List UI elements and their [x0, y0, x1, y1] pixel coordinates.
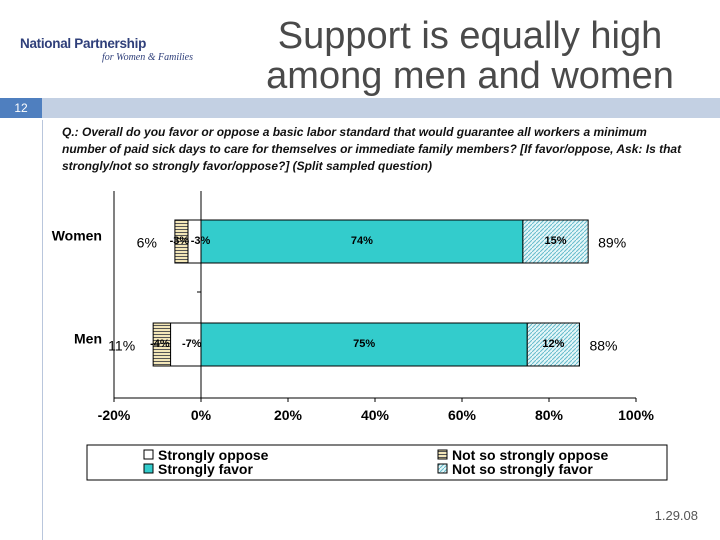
bar-strongly-favor	[200, 322, 528, 367]
segment-label-not-so-strongly-oppose: -4%	[150, 338, 170, 350]
x-tick-label: 20%	[274, 407, 303, 423]
bar-strongly-favor	[200, 219, 524, 264]
segment-label-not-so-strongly-oppose: -3%	[170, 235, 190, 247]
x-tick-label: 60%	[448, 407, 477, 423]
legend-box	[86, 444, 668, 481]
x-tick-label: 40%	[361, 407, 390, 423]
segment-label-strongly-oppose: -7%	[182, 338, 202, 350]
legend-label: Strongly favor	[158, 461, 253, 477]
slide-number-divider	[0, 118, 42, 120]
segment-label-not-so-strongly-favor: 15%	[545, 235, 567, 247]
page-title: Support is equally high among men and wo…	[240, 16, 700, 96]
logo-line-1: National Partnership	[20, 36, 147, 51]
question-text: Q.: Overall do you favor or oppose a bas…	[62, 125, 682, 173]
bar-not-so-strongly-favor	[526, 322, 580, 367]
x-tick-label: 100%	[618, 407, 654, 423]
x-tick-label: -20%	[98, 407, 131, 423]
header-band	[0, 98, 720, 118]
slide-number: 12	[0, 98, 42, 118]
total-oppose-label: 6%	[137, 235, 157, 251]
bar-strongly-oppose	[170, 322, 202, 367]
segment-label-strongly-oppose: -3%	[191, 235, 211, 247]
title-line-1: Support is equally high	[277, 15, 663, 57]
total-oppose-label: 11%	[108, 338, 135, 354]
legend-swatch	[143, 449, 154, 460]
logo: National Partnership for Women & Familie…	[18, 30, 198, 70]
logo-line-2: for Women & Families	[102, 52, 194, 63]
segment-label-strongly-favor: 75%	[353, 338, 375, 350]
legend-swatch	[143, 463, 154, 474]
bar-not-so-strongly-favor	[522, 219, 589, 264]
category-label: Women	[52, 228, 102, 244]
total-favor-label: 88%	[589, 338, 617, 354]
legend-label: Not so strongly favor	[452, 461, 593, 477]
segment-label-not-so-strongly-favor: 12%	[542, 338, 564, 350]
segment-label-strongly-favor: 74%	[351, 235, 373, 247]
legend-label: Not so strongly oppose	[452, 447, 609, 463]
x-tick-label: 0%	[191, 407, 212, 423]
total-favor-label: 89%	[598, 235, 626, 251]
x-tick-label: 80%	[535, 407, 564, 423]
bar-not-so-strongly-oppose	[152, 322, 172, 367]
left-rule	[42, 120, 43, 540]
legend-swatch	[437, 449, 448, 460]
footer-date: 1.29.08	[654, 508, 698, 523]
legend-label: Strongly oppose	[158, 447, 269, 463]
bar-not-so-strongly-oppose	[174, 219, 189, 264]
title-line-2: among men and women	[266, 55, 674, 97]
category-label: Men	[74, 331, 102, 347]
legend-swatch	[437, 463, 448, 474]
